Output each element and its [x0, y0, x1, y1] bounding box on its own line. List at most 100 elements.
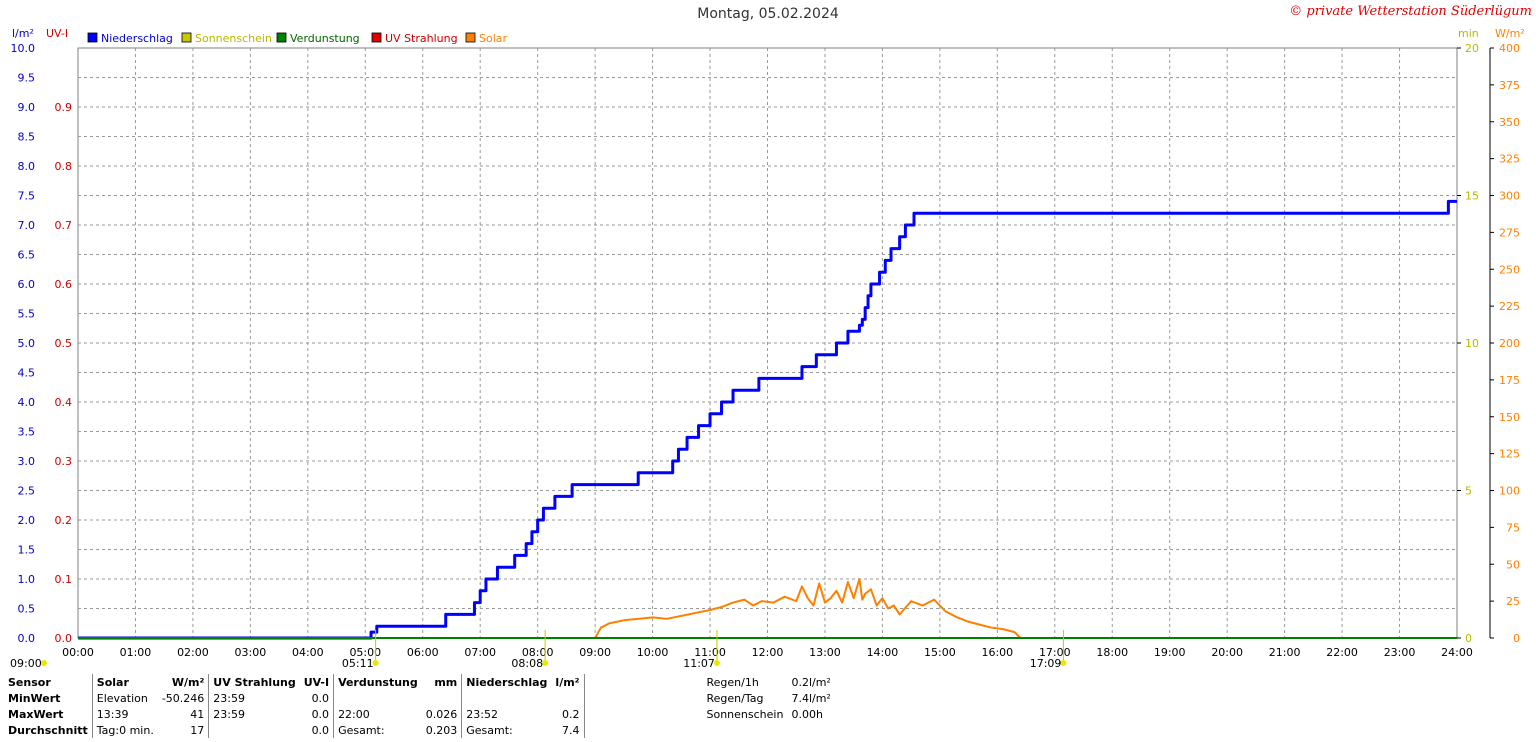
rain-tick-label: 4.0	[18, 396, 36, 409]
uv-axis-label: UV-I	[46, 27, 68, 40]
sun-tick-label: 15	[1465, 190, 1479, 203]
sun-tick-label: 20	[1465, 42, 1479, 55]
rain-tick-label: 5.0	[18, 337, 36, 350]
x-tick-label: 01:00	[120, 646, 152, 659]
legend-swatch	[371, 32, 382, 43]
solar-min-value: -50.246	[161, 691, 205, 705]
x-tick-label: 21:00	[1269, 646, 1301, 659]
legend-swatch	[465, 32, 476, 43]
verdunstung-avg-label: Gesamt:	[333, 722, 422, 738]
sun-axis-label: min	[1458, 27, 1479, 40]
niederschlag-avg-value: 7.4	[562, 723, 580, 737]
uv-tick-label: 0.8	[55, 160, 73, 173]
rain-tick-label: 9.0	[18, 101, 36, 114]
extra-label: Regen/Tag	[706, 691, 764, 705]
rain-tick-label: 6.5	[18, 249, 36, 262]
solar-tick-label: 250	[1499, 263, 1520, 276]
x-tick-label: 16:00	[981, 646, 1013, 659]
x-tick-label: 07:00	[464, 646, 496, 659]
solar-tick-label: 25	[1506, 595, 1520, 608]
grid-lines	[77, 47, 1458, 639]
uv-max-value: 0.0	[311, 707, 330, 721]
solar-min-label: Elevation	[91, 690, 158, 706]
x-tick-label: 04:00	[292, 646, 324, 659]
uv-min-value: 0.0	[311, 691, 330, 705]
sun-marker-label: 17:09	[1030, 657, 1062, 670]
rain-tick-label: 3.0	[18, 455, 36, 468]
sun-markers: 05:11 08:08 11:07 17:09 09:00	[10, 630, 1067, 670]
rain-tick-label: 4.5	[18, 367, 36, 380]
extra-value: 0.2l/m²	[791, 675, 831, 689]
rain-tick-label: 7.5	[18, 190, 36, 203]
solar-avg-value: 17	[190, 723, 205, 737]
uv-tick-label: 0.6	[55, 278, 73, 291]
sun-marker-dot	[372, 660, 379, 666]
legend-swatch	[181, 32, 192, 43]
legend-swatch	[87, 32, 98, 43]
rain-tick-label: 5.5	[18, 308, 36, 321]
solar-avg-label: Tag:0 min.	[91, 722, 158, 738]
solar-header: Solar	[91, 674, 158, 690]
uv-tick-label: 0.9	[55, 101, 73, 114]
series-layer	[78, 199, 1457, 640]
verdunstung-avg-value: 0.203	[425, 723, 458, 737]
copyright-text: © private Wetterstation Süderlügum	[1289, 4, 1532, 19]
solar-tick-label: 400	[1499, 42, 1520, 55]
extra-value: 7.4l/m²	[791, 691, 831, 705]
verdunstung-unit: mm	[434, 675, 458, 689]
series-line-niederschlag	[78, 199, 1457, 640]
sun-tick-label: 10	[1465, 337, 1479, 350]
uv-tick-label: 0.2	[55, 514, 73, 527]
sun-marker-label: 05:11	[342, 657, 374, 670]
series-line-solar	[594, 578, 1022, 639]
x-tick-label: 13:00	[809, 646, 841, 659]
solar-unit: W/m²	[171, 675, 205, 689]
x-tick-label: 05:00	[349, 646, 381, 659]
rain-tick-label: 2.0	[18, 514, 36, 527]
solar-tick-label: 175	[1499, 374, 1520, 387]
rain-tick-label: 2.5	[18, 485, 36, 498]
solar-tick-label: 0	[1513, 632, 1520, 645]
sun-marker-dot	[542, 660, 549, 666]
x-tick-label: 00:00	[62, 646, 94, 659]
solar-tick-label: 275	[1499, 226, 1520, 239]
rain-tick-label: 8.5	[18, 131, 36, 144]
x-tick-label: 03:00	[235, 646, 267, 659]
uv-unit: UV-I	[303, 675, 330, 689]
sun-marker-dot	[1060, 660, 1067, 666]
rain-tick-label: 0.0	[18, 632, 36, 645]
rain-axis-label: l/m²	[12, 27, 34, 40]
verdunstung-max-value: 0.026	[425, 707, 458, 721]
sun-marker-dot	[713, 660, 720, 666]
sun-marker-label: 08:08	[511, 657, 543, 670]
x-tick-label: 15:00	[924, 646, 956, 659]
uv-tick-label: 0.0	[55, 632, 73, 645]
x-tick-label: 10:00	[637, 646, 669, 659]
rain-tick-label: 1.5	[18, 544, 36, 557]
uv-tick-label: 0.7	[55, 219, 73, 232]
solar-tick-label: 200	[1499, 337, 1520, 350]
niederschlag-avg-label: Gesamt:	[461, 722, 552, 738]
solar-tick-label: 300	[1499, 190, 1520, 203]
niederschlag-max-value: 0.2	[562, 707, 580, 721]
solar-tick-label: 150	[1499, 411, 1520, 424]
niederschlag-unit: l/m²	[555, 675, 580, 689]
solar-max-label: 13:39	[91, 706, 158, 722]
x-tick-label: 02:00	[177, 646, 209, 659]
axes: 00:00 01:00 02:00 03:00 04:00 05:00 06:00 07:00…	[11, 27, 1525, 659]
legend-entry: UV Strahlung	[385, 32, 458, 45]
solar-max-value: 41	[190, 707, 205, 721]
legend-entry: Solar	[479, 32, 508, 45]
x-tick-label: 18:00	[1096, 646, 1128, 659]
uv-min-label: 23:59	[208, 690, 300, 706]
legend: Niederschlag Sonnenschein Verdunstung UV St…	[87, 32, 508, 45]
uv-tick-label: 0.1	[55, 573, 73, 586]
x-tick-label: 11:00	[694, 646, 726, 659]
solar-tick-label: 325	[1499, 153, 1520, 166]
x-tick-label: 22:00	[1326, 646, 1358, 659]
x-tick-label: 14:00	[867, 646, 899, 659]
solar-tick-label: 350	[1499, 116, 1520, 129]
sun-tick-label: 5	[1465, 485, 1472, 498]
uv-tick-label: 0.3	[55, 455, 73, 468]
rain-tick-label: 7.0	[18, 219, 36, 232]
